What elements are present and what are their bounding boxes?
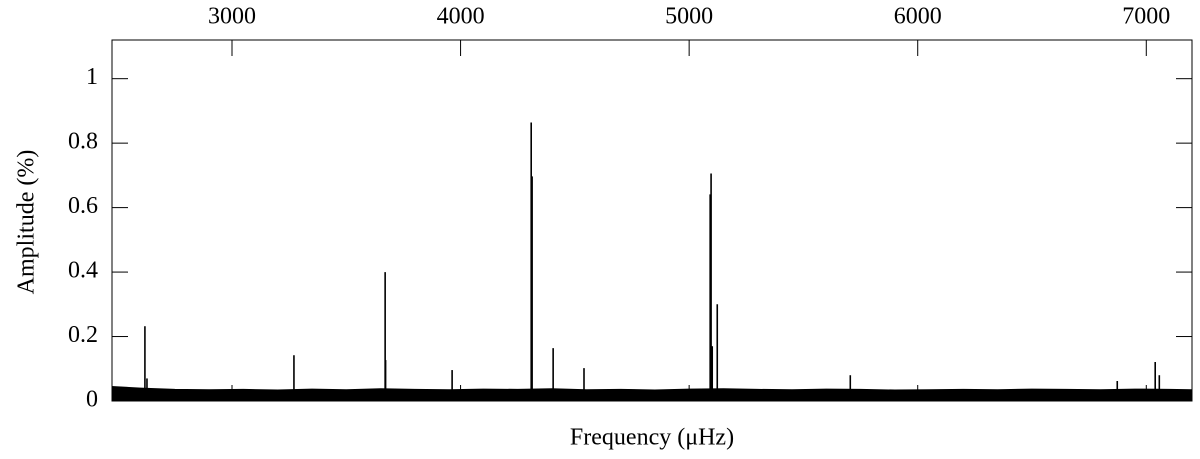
y-axis-label: Amplitude (%) (14, 150, 40, 295)
x-tick-label: 5000 (665, 4, 713, 30)
y-tick-label: 0.4 (68, 258, 98, 284)
y-tick-label: 0.2 (68, 322, 98, 348)
x-tick-label: 6000 (894, 4, 942, 30)
y-tick-label: 0.8 (68, 129, 98, 155)
y-tick-label: 1 (86, 64, 98, 90)
x-axis-label: Frequency (μHz) (570, 425, 734, 451)
y-tick-label: 0 (86, 387, 98, 413)
x-tick-label: 4000 (437, 4, 485, 30)
noise-band (111, 385, 1193, 402)
x-tick-label: 7000 (1122, 4, 1170, 30)
x-tick-label: 3000 (208, 4, 256, 30)
plot-frame (111, 39, 1193, 402)
y-tick-label: 0.6 (68, 193, 98, 219)
